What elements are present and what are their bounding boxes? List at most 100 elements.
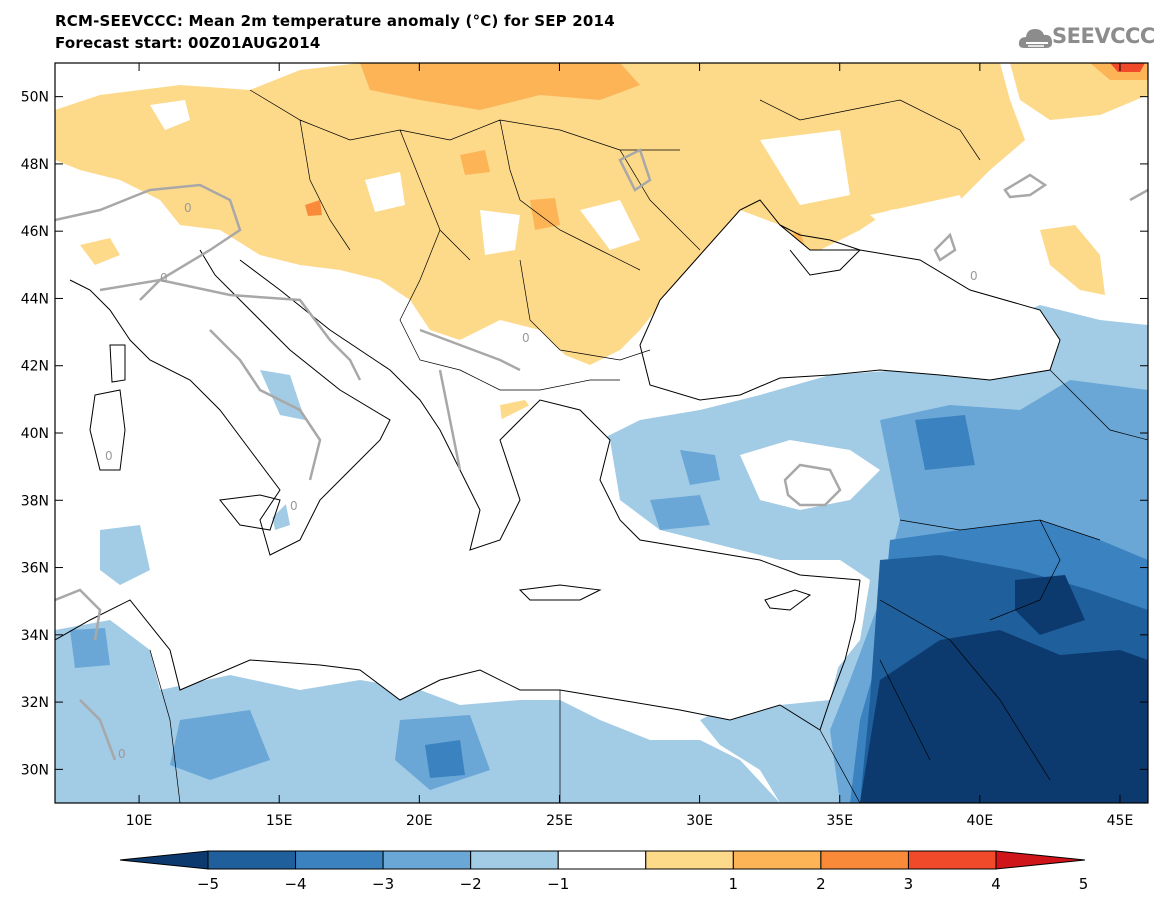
- coastline-crete: [518, 584, 602, 601]
- lat-tick-label: 38N: [21, 493, 49, 509]
- colorbar-label: 4: [991, 875, 1001, 893]
- coastline-sicily: [219, 494, 281, 531]
- coastline-corsica: [109, 344, 126, 383]
- zero-contour-11: [79, 699, 117, 761]
- zero-contour-12: [618, 148, 652, 192]
- axis-ticks: 10E 15E 20E 25E 30E 35E 40E 45E 30N 32N 34N 36N 38N 4…: [21, 63, 1148, 829]
- cool5-region: [860, 630, 1148, 803]
- lon-tick-label: 10E: [126, 813, 153, 829]
- mediterranean-sea: [150, 430, 860, 720]
- neutral-hole-anatolia: [740, 440, 880, 510]
- neutral-hole-5: [760, 130, 850, 205]
- lat-tick-label: 48N: [21, 157, 49, 173]
- map-field: [55, 63, 1148, 803]
- neutral-hole-6: [870, 195, 970, 240]
- zero-contour-7: [1003, 173, 1048, 199]
- tyrrhenian-sea: [130, 350, 300, 520]
- cool3-region-3: [425, 740, 465, 778]
- cool-region-tunisia: [100, 525, 150, 585]
- contour-label: 0: [118, 747, 126, 761]
- neutral-hole-2: [365, 172, 405, 212]
- lon-tick-label: 30E: [686, 813, 713, 829]
- lat-tick-label: 44N: [21, 291, 49, 307]
- colorbar-bin: [207, 850, 297, 870]
- lon-tick-label: 45E: [1107, 813, 1134, 829]
- warm2-region-1: [360, 63, 640, 110]
- warm3-region-1: [305, 200, 322, 216]
- zero-contour-10: [55, 588, 102, 641]
- coastline-sardinia: [89, 389, 126, 471]
- zero-contour-5: [438, 369, 462, 471]
- cool2-region-africa-1: [170, 710, 270, 780]
- colorbar-bin: [382, 850, 472, 870]
- cool3-region-2: [915, 415, 975, 470]
- coastline-levant: [819, 579, 861, 731]
- colorbar-label: −2: [460, 875, 482, 893]
- zero-contour-8: [1129, 188, 1148, 202]
- lat-tick-label: 34N: [21, 628, 49, 644]
- lat-tick-label: 32N: [21, 695, 49, 711]
- adriatic-sea: [200, 250, 420, 430]
- logo-text: SEEVCCC: [1052, 24, 1155, 48]
- cool2-region-africa-3: [70, 628, 110, 668]
- contour-label: 0: [290, 499, 298, 513]
- lat-tick-label: 40N: [21, 426, 49, 442]
- neutral-hole-4: [580, 200, 640, 250]
- colorbar-label: 5: [1079, 875, 1089, 893]
- lon-tick-label: 15E: [266, 813, 293, 829]
- colorbar-label: 1: [729, 875, 739, 893]
- lat-tick-label: 46N: [21, 224, 49, 240]
- colorbar: −5 −4 −3 −2 −1 1 2 3 4 5: [119, 850, 1089, 893]
- coastline-crimea: [779, 224, 861, 276]
- contour-labels: 0 0 0 0 0 0 0: [105, 201, 978, 761]
- zero-contour-6: [783, 463, 842, 507]
- colorbar-lower-extension: [119, 850, 209, 870]
- coastline-black-sea: [639, 199, 1061, 401]
- lon-tick-label: 20E: [406, 813, 433, 829]
- contour-label: 0: [522, 331, 530, 345]
- coastline-cyprus: [764, 589, 812, 611]
- contour-label: 0: [184, 201, 192, 215]
- coastlines: [55, 89, 1148, 803]
- neutral-hole-1: [150, 100, 190, 130]
- colorbar-bin: [470, 850, 559, 870]
- coastline-italy: [69, 249, 391, 556]
- colorbar-label: −1: [547, 875, 569, 893]
- colorbar-bin: [557, 850, 647, 870]
- zero-contour-4: [419, 328, 521, 372]
- cloud-icon: [1018, 29, 1053, 48]
- cool2-region-anatolia-s: [650, 495, 710, 530]
- cool5-region-2: [1015, 575, 1085, 635]
- lat-tick-label: 42N: [21, 359, 49, 375]
- warm2-region-2: [530, 198, 560, 230]
- neutral-hole-3: [480, 210, 520, 255]
- forecast-start-label: Forecast start: 00Z01AUG2014: [55, 34, 321, 52]
- zero-contour-3: [209, 329, 322, 481]
- coastline-africa: [55, 599, 821, 731]
- zero-contour-9: [933, 232, 957, 262]
- zero-contour-2: [99, 278, 362, 381]
- lon-tick-label: 35E: [826, 813, 853, 829]
- contour-label: 0: [970, 269, 978, 283]
- colorbar-label: −3: [372, 875, 394, 893]
- colorbar-label: −4: [284, 875, 306, 893]
- colorbar-bin: [295, 850, 384, 870]
- coastline-balkans: [239, 259, 861, 581]
- country-borders: [149, 89, 1148, 803]
- colorbar-upper-extension: [995, 850, 1086, 870]
- black-sea: [640, 210, 1060, 400]
- zero-contour-1: [55, 183, 242, 301]
- warm-region-2: [1040, 225, 1105, 295]
- colorbar-label: 2: [816, 875, 826, 893]
- aegean-sea: [500, 400, 620, 560]
- contour-label: 0: [160, 271, 168, 285]
- map-title: RCM-SEEVCCC: Mean 2m temperature anomaly…: [55, 12, 615, 30]
- colorbar-bin: [732, 850, 822, 870]
- contour-label: 0: [105, 449, 113, 463]
- zero-contours: [55, 148, 1148, 761]
- colorbar-bin: [820, 850, 909, 870]
- warm2-region-3: [460, 150, 490, 175]
- lat-tick-label: 50N: [21, 90, 49, 106]
- seevccc-logo: [1018, 22, 1158, 56]
